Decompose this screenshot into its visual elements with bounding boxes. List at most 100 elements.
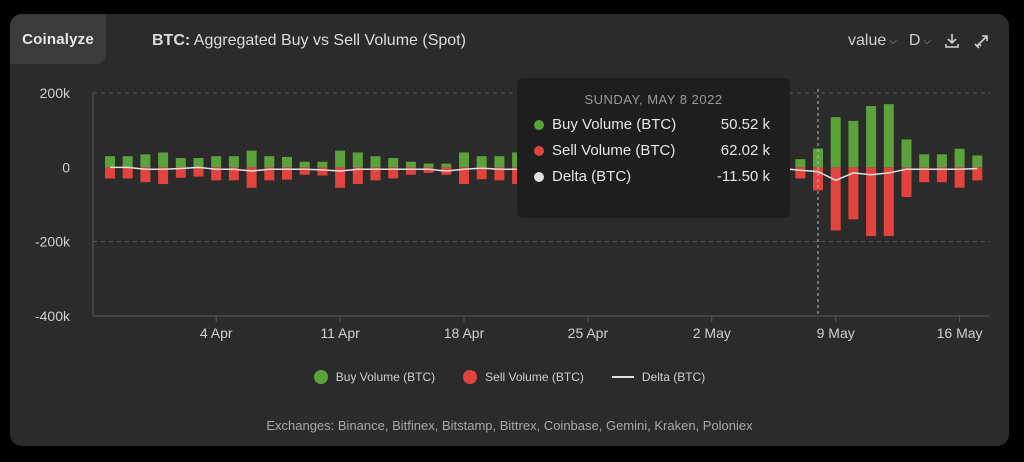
buy-bar: [494, 156, 505, 168]
y-tick-label: -200k: [35, 234, 71, 250]
chart-toolbar: value ⌵ D ⌵: [848, 32, 991, 50]
chart-card: Coinalyze BTC: Aggregated Buy vs Sell Vo…: [10, 14, 1009, 446]
sell-bar: [848, 167, 859, 220]
sell-bar: [175, 167, 186, 178]
chart-tooltip: SUNDAY, MAY 8 2022 Buy Volume (BTC) 50.5…: [517, 78, 790, 218]
y-tick-label: 0: [62, 159, 70, 175]
buy-bar: [211, 156, 222, 168]
x-tick-label: 18 Apr: [444, 325, 485, 341]
buy-legend-icon: [313, 370, 328, 384]
buy-bar: [122, 156, 133, 168]
legend-delta-label: Delta (BTC): [641, 370, 706, 384]
buy-bar: [423, 163, 434, 168]
buy-bar: [175, 158, 186, 168]
buy-bar: [830, 117, 841, 168]
delta-dot-icon: [534, 171, 544, 182]
period-dropdown[interactable]: D ⌵: [909, 32, 931, 50]
x-tick-label: 9 May: [817, 325, 855, 341]
tooltip-row-delta: Delta (BTC) -11.50 k: [534, 168, 770, 185]
chevron-down-icon: ⌵: [923, 35, 931, 47]
buy-bar: [936, 154, 947, 168]
tooltip-row-sell: Sell Volume (BTC) 62.02 k: [534, 142, 770, 159]
legend-item-sell[interactable]: Sell Volume (BTC): [463, 370, 584, 384]
buy-bar: [335, 150, 346, 168]
buy-bar: [795, 159, 806, 168]
buy-bar: [282, 156, 292, 168]
buy-bar: [405, 161, 416, 168]
sell-bar: [140, 167, 151, 183]
chart-title: BTC: Aggregated Buy vs Sell Volume (Spot…: [152, 32, 466, 50]
sell-bar: [830, 167, 841, 231]
sell-bar: [919, 167, 930, 183]
sell-dot-icon: [534, 145, 544, 156]
sell-bar: [352, 167, 363, 185]
sell-bar: [494, 167, 505, 181]
tooltip-delta-value: -11.50 k: [716, 168, 770, 185]
sell-bar: [954, 167, 965, 188]
sell-bar: [936, 167, 947, 183]
brand-logo[interactable]: Coinalyze: [10, 14, 106, 64]
x-tick-label: 25 Apr: [568, 325, 609, 341]
sell-bar: [246, 167, 257, 188]
tooltip-row-buy: Buy Volume (BTC) 50.52 k: [534, 116, 770, 133]
buy-bar: [228, 156, 239, 168]
sell-bar: [158, 167, 169, 185]
sell-bar: [388, 167, 399, 179]
legend-item-delta[interactable]: Delta (BTC): [611, 370, 706, 384]
y-axis-ticks: 200k 0 -200k -400k: [35, 85, 71, 324]
chart-title-text: Aggregated Buy vs Sell Volume (Spot): [190, 32, 466, 49]
buy-bar: [954, 148, 965, 168]
buy-bar: [388, 158, 399, 168]
legend-item-buy[interactable]: Buy Volume (BTC): [313, 370, 436, 384]
buy-bar: [972, 155, 983, 168]
sell-bar: [405, 167, 416, 175]
buy-bar: [299, 161, 310, 168]
value-dropdown[interactable]: value ⌵: [848, 32, 897, 50]
buy-bar: [193, 158, 204, 168]
tooltip-sell-label: Sell Volume (BTC): [552, 142, 676, 159]
buy-bar: [317, 161, 328, 168]
buy-bar: [352, 152, 363, 168]
sell-bar: [211, 167, 222, 181]
sell-bar: [459, 167, 469, 185]
sell-bar: [317, 167, 328, 176]
sell-bar: [813, 167, 823, 191]
exchanges-note: Exchanges: Binance, Bitfinex, Bitstamp, …: [266, 418, 753, 433]
sell-bar: [795, 167, 806, 179]
buy-bar: [901, 139, 912, 168]
sell-bar: [866, 167, 877, 237]
delta-legend-icon: [611, 376, 634, 378]
buy-bar: [919, 154, 930, 168]
sell-bar: [883, 167, 894, 237]
x-tick-label: 11 Apr: [320, 325, 360, 341]
legend-sell-label: Sell Volume (BTC): [485, 370, 584, 384]
buy-bar: [866, 106, 877, 168]
sell-bar: [972, 167, 983, 181]
sell-bar: [901, 167, 912, 198]
x-tick-label: 2 May: [693, 325, 731, 341]
chart-title-prefix: BTC:: [152, 32, 191, 49]
buy-bar: [848, 120, 859, 168]
y-tick-label: 200k: [40, 85, 71, 101]
sell-bar: [193, 167, 204, 177]
sell-bar: [476, 167, 487, 180]
sell-bar: [335, 167, 346, 188]
buy-bar: [883, 104, 894, 168]
buy-bar: [370, 156, 381, 168]
buy-bar: [158, 152, 169, 168]
tooltip-sell-value: 62.02 k: [720, 142, 770, 159]
sell-bar: [282, 167, 292, 180]
buy-bar: [459, 152, 469, 168]
tooltip-buy-label: Buy Volume (BTC): [552, 116, 677, 133]
x-tick-label: 16 May: [937, 325, 983, 341]
buy-bar: [476, 156, 487, 168]
tooltip-date: SUNDAY, MAY 8 2022: [584, 92, 723, 107]
sell-bar: [423, 167, 434, 173]
legend-buy-label: Buy Volume (BTC): [335, 370, 436, 384]
sell-legend-icon: [463, 370, 478, 384]
expand-icon[interactable]: [973, 32, 991, 50]
chevron-down-icon: ⌵: [889, 35, 897, 47]
download-icon[interactable]: [943, 32, 961, 50]
period-dropdown-label: D: [908, 32, 921, 49]
buy-bar: [441, 163, 452, 168]
